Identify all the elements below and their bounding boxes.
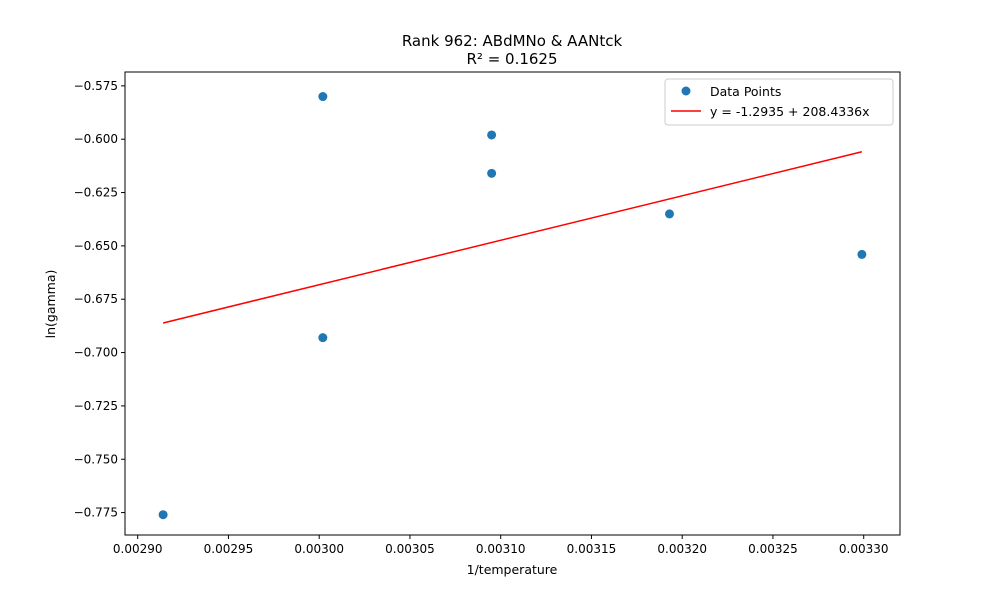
y-tick-label: −0.625 bbox=[74, 186, 118, 200]
y-axis-label: ln(gamma) bbox=[43, 270, 58, 339]
legend: Data Points y = -1.2935 + 208.4336x bbox=[664, 78, 894, 126]
x-tick-label: 0.00330 bbox=[839, 542, 889, 556]
x-tick-label: 0.00325 bbox=[748, 542, 798, 556]
plot-frame bbox=[124, 71, 901, 536]
y-tick-label: −0.775 bbox=[74, 506, 118, 520]
legend-label-data-points: Data Points bbox=[710, 84, 781, 99]
chart-subtitle: R² = 0.1625 bbox=[466, 50, 557, 68]
x-tick-label: 0.00295 bbox=[204, 542, 254, 556]
data-point bbox=[664, 209, 674, 219]
legend-label-fit-line: y = -1.2935 + 208.4336x bbox=[710, 104, 870, 119]
plot-area bbox=[158, 92, 867, 520]
y-tick-label: −0.750 bbox=[74, 452, 118, 466]
data-point bbox=[857, 249, 867, 259]
y-tick-label: −0.725 bbox=[74, 399, 118, 413]
chart-title: Rank 962: ABdMNo & AANtck bbox=[402, 32, 623, 50]
y-tick-label: −0.575 bbox=[74, 79, 118, 93]
x-tick-label: 0.00290 bbox=[113, 542, 163, 556]
data-point bbox=[158, 510, 168, 520]
x-axis-ticks: 0.00290 0.00295 0.00300 0.00305 0.00310 0.003… bbox=[113, 535, 889, 556]
x-tick-label: 0.00305 bbox=[385, 542, 435, 556]
data-point bbox=[318, 333, 328, 343]
x-axis-label: 1/temperature bbox=[467, 562, 558, 577]
y-tick-label: −0.600 bbox=[74, 132, 118, 146]
data-point bbox=[487, 130, 497, 140]
x-tick-label: 0.00315 bbox=[567, 542, 617, 556]
y-tick-label: −0.700 bbox=[74, 346, 118, 360]
legend-marker-data-points bbox=[681, 86, 691, 96]
legend-box bbox=[664, 78, 894, 126]
x-tick-label: 0.00320 bbox=[657, 542, 707, 556]
fit-line bbox=[162, 151, 863, 324]
x-tick-label: 0.00310 bbox=[476, 542, 526, 556]
data-point bbox=[487, 168, 497, 178]
y-tick-label: −0.675 bbox=[74, 292, 118, 306]
y-axis-ticks: −0.575 −0.600 −0.625 −0.650 −0.675 −0.700 −0.7… bbox=[74, 79, 125, 520]
data-point bbox=[318, 92, 328, 102]
x-tick-label: 0.00300 bbox=[294, 542, 344, 556]
y-tick-label: −0.650 bbox=[74, 239, 118, 253]
